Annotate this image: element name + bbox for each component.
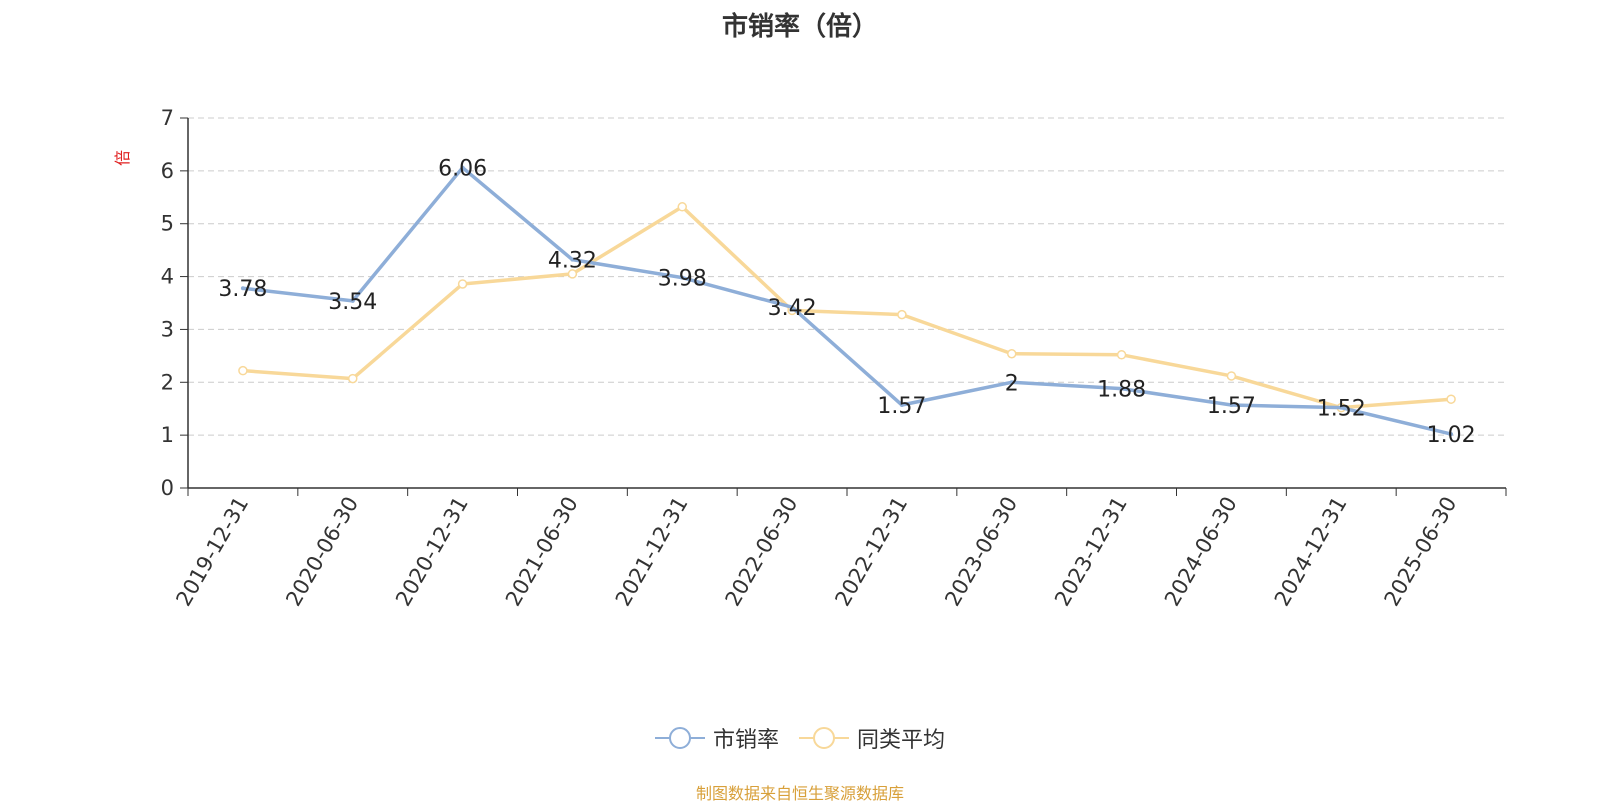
data-label: 2	[1005, 371, 1019, 396]
series-1-point	[350, 298, 355, 303]
series-1-point	[1449, 432, 1454, 437]
series-1-point	[240, 286, 245, 291]
data-label: 3.42	[768, 296, 817, 321]
series-line-1	[242, 165, 1452, 436]
data-label: 1.57	[1207, 394, 1256, 419]
data-labels: 3.78 3.54 6.06 4.32 3.98 3.42 1.57 2 1.88 1.57 1.5…	[218, 157, 1475, 448]
data-label: 1.52	[1317, 397, 1366, 422]
series-1-point	[1009, 380, 1014, 385]
y-tick-label: 7	[161, 106, 174, 130]
x-tick-label: 2021-12-31	[611, 493, 693, 611]
legend-label-series-1: 市销率	[712, 728, 779, 753]
series-2-point	[457, 279, 468, 289]
x-tick-label: 2023-06-30	[940, 493, 1022, 611]
series-line-2	[242, 205, 1452, 410]
x-tick-label: 2022-12-31	[830, 493, 912, 611]
series-2-point	[897, 309, 907, 320]
series-1-point	[570, 257, 575, 262]
x-tick-label: 2021-06-30	[501, 493, 583, 611]
series-2-point	[238, 365, 248, 376]
series-lines	[238, 165, 1456, 437]
data-label: 3.78	[218, 277, 267, 302]
series-2-point	[1446, 394, 1456, 404]
y-tick-label: 6	[161, 159, 174, 183]
x-tick-label: 2024-12-31	[1270, 493, 1352, 611]
data-label: 3.98	[658, 267, 707, 292]
legend-line-icon-series-1	[654, 727, 705, 749]
legend-item-series-2[interactable]: 同类平均	[799, 722, 945, 754]
data-label: 1.02	[1427, 423, 1476, 448]
series-1-point	[680, 275, 685, 280]
series-2-point	[348, 373, 358, 384]
chart-title: 市销率（倍）	[721, 12, 878, 42]
x-tick-label: 2025-06-30	[1380, 493, 1462, 611]
series-2-point	[567, 269, 578, 279]
x-tick-label: 2024-06-30	[1160, 493, 1242, 611]
axes: 0 1 2 3 4 5 6 7 倍 2019-12-31 2020-06-30 2020-12-31 2…	[113, 106, 1507, 611]
x-tick-label: 2022-06-30	[721, 493, 803, 611]
grid-lines	[188, 117, 1506, 436]
series-1-point	[1229, 403, 1234, 408]
series-1-point	[790, 305, 795, 310]
x-tick-label: 2023-12-31	[1050, 493, 1132, 611]
x-tick-label: 2020-06-30	[281, 493, 363, 611]
data-label: 6.06	[438, 157, 487, 182]
source-note: 制图数据来自恒生聚源数据库	[695, 784, 904, 803]
series-2-point	[1226, 371, 1237, 381]
series-2-point	[1116, 350, 1127, 360]
y-tick-label: 4	[161, 265, 174, 289]
series-2-point	[1007, 348, 1017, 359]
data-label: 1.57	[877, 394, 926, 419]
legend: 市销率 同类平均	[0, 722, 1600, 754]
legend-item-series-1[interactable]: 市销率	[654, 722, 779, 754]
x-tick-label: 2019-12-31	[171, 493, 253, 611]
y-tick-label: 2	[161, 370, 174, 394]
legend-line-icon-series-2	[799, 727, 849, 749]
series-1-point	[899, 403, 904, 408]
data-label: 3.54	[328, 290, 377, 315]
y-tick-label: 3	[161, 317, 174, 341]
series-2-point	[677, 202, 687, 212]
series-1-point	[460, 165, 465, 170]
y-tick-label: 5	[161, 212, 174, 236]
x-tick-label: 2020-12-31	[391, 493, 473, 611]
series-1-point	[1339, 405, 1344, 410]
y-axis-label: 倍	[113, 150, 132, 166]
y-tick-label: 1	[161, 423, 174, 447]
series-1-point	[1119, 386, 1124, 391]
data-label: 1.88	[1097, 378, 1146, 403]
y-tick-label: 0	[161, 476, 174, 500]
legend-label-series-2: 同类平均	[857, 728, 946, 753]
data-label: 4.32	[548, 249, 597, 274]
